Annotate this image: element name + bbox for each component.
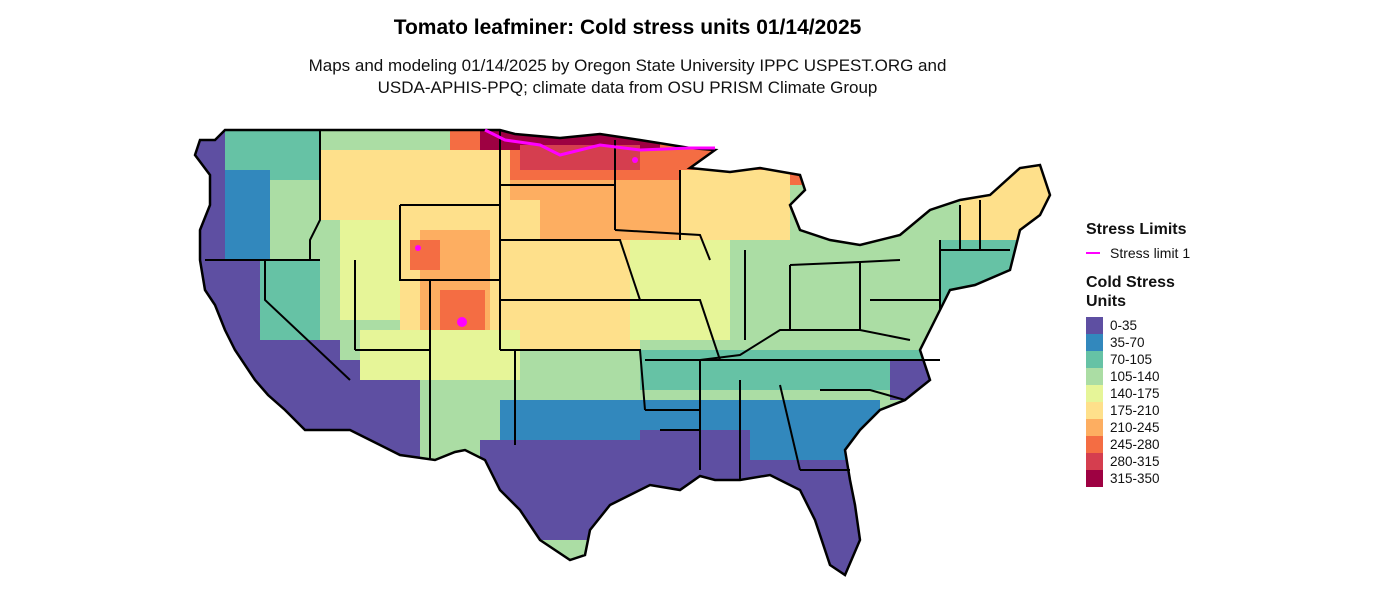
state-borders [205, 130, 1010, 480]
legend-bin: 0-35 [1086, 317, 1286, 334]
legend-bin-label: 210-245 [1110, 420, 1160, 435]
legend-bin: 70-105 [1086, 351, 1286, 368]
legend-bin: 210-245 [1086, 419, 1286, 436]
stress-limit-1-spot [632, 157, 638, 163]
stress-limit-1-spot [415, 245, 421, 251]
legend-bin: 140-175 [1086, 385, 1286, 402]
legend-bin-swatch [1086, 453, 1103, 470]
map-legend: Stress Limits Stress limit 1 Cold Stress… [1086, 220, 1286, 487]
legend-bin: 175-210 [1086, 402, 1286, 419]
legend-bin-label: 280-315 [1110, 454, 1160, 469]
legend-bin-label: 245-280 [1110, 437, 1160, 452]
stress-limits-heading: Stress Limits [1086, 221, 1187, 238]
stress-limit-1-spot [457, 317, 467, 327]
legend-bin-swatch [1086, 402, 1103, 419]
stress-limit-1-line [484, 128, 715, 157]
cold-stress-bins: 0-35 35-70 70-105 105-140 140-175 175-21… [1086, 317, 1286, 487]
us-cold-stress-map [193, 128, 1052, 577]
legend-bin-swatch [1086, 436, 1103, 453]
legend-bin-label: 175-210 [1110, 403, 1160, 418]
cold-stress-units-heading: Cold Stress Units [1086, 274, 1175, 310]
legend-bin-swatch [1086, 334, 1103, 351]
legend-bin-swatch [1086, 419, 1103, 436]
map-title: Tomato leafminer: Cold stress units 01/1… [393, 16, 862, 39]
legend-bin: 280-315 [1086, 453, 1286, 470]
subtitle-line-1: Maps and modeling 01/14/2025 by Oregon S… [308, 56, 947, 75]
legend-bin-label: 140-175 [1110, 386, 1160, 401]
legend-bin-label: 315-350 [1110, 471, 1160, 486]
legend-bin: 315-350 [1086, 470, 1286, 487]
stress-limit-label: Stress limit 1 [1110, 245, 1191, 261]
map-subtitle: Maps and modeling 01/14/2025 by Oregon S… [0, 55, 1255, 99]
legend-bin-swatch [1086, 368, 1103, 385]
subtitle-line-2: USDA-APHIS-PPQ; climate data from OSU PR… [377, 78, 878, 97]
stress-raster [195, 130, 1050, 575]
legend-bin-swatch [1086, 385, 1103, 402]
legend-bin-swatch [1086, 470, 1103, 487]
legend-bin-label: 0-35 [1110, 318, 1138, 333]
legend-bin: 245-280 [1086, 436, 1286, 453]
legend-bin-swatch [1086, 317, 1103, 334]
us-outline [193, 128, 1052, 577]
stress-limit-entry: Stress limit 1 [1086, 245, 1286, 261]
legend-bin: 35-70 [1086, 334, 1286, 351]
legend-bin-swatch [1086, 351, 1103, 368]
legend-bin-label: 105-140 [1110, 369, 1160, 384]
legend-bin: 105-140 [1086, 368, 1286, 385]
stress-limit-swatch [1086, 252, 1100, 254]
legend-bin-label: 70-105 [1110, 352, 1153, 367]
legend-bin-label: 35-70 [1110, 335, 1145, 350]
